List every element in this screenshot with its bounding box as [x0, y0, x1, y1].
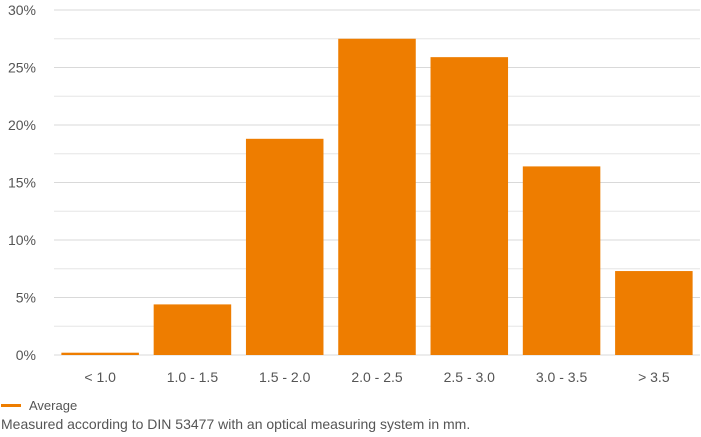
legend-label: Average [29, 398, 78, 413]
bar [430, 57, 509, 356]
y-axis-ticks: 0% 5% 10% 15% 20% 25% 30% [8, 2, 36, 363]
x-tick-label: 1.5 - 2.0 [259, 369, 311, 385]
y-tick-label: 5% [16, 290, 36, 306]
x-tick-label: > 3.5 [638, 369, 670, 385]
x-axis-ticks: < 1.0 1.0 - 1.5 1.5 - 2.0 2.0 - 2.5 2.5 - 3.… [84, 369, 669, 385]
y-tick-label: 10% [8, 232, 36, 248]
x-tick-label: 1.0 - 1.5 [167, 369, 219, 385]
y-tick-label: 30% [8, 2, 36, 18]
x-tick-label: 2.0 - 2.5 [351, 369, 403, 385]
bar-chart: 0% 5% 10% 15% 20% 25% 30% < 1.0 1.0 - 1.5 1.5 - … [8, 2, 700, 385]
y-tick-label: 15% [8, 175, 36, 191]
y-tick-label: 25% [8, 60, 36, 76]
x-tick-label: 3.0 - 3.5 [536, 369, 588, 385]
legend: Average [1, 398, 77, 413]
bar [338, 38, 416, 355]
bar [153, 304, 232, 355]
bar [615, 271, 693, 355]
y-tick-label: 20% [8, 117, 36, 133]
y-tick-label: 0% [16, 347, 36, 363]
bar [245, 138, 324, 355]
legend-swatch [1, 404, 21, 407]
bar [522, 166, 601, 355]
x-tick-label: 2.5 - 3.0 [444, 369, 496, 385]
x-tick-label: < 1.0 [84, 369, 116, 385]
bar [61, 352, 139, 355]
bars [61, 38, 693, 356]
footnote: Measured according to DIN 53477 with an … [1, 416, 471, 432]
